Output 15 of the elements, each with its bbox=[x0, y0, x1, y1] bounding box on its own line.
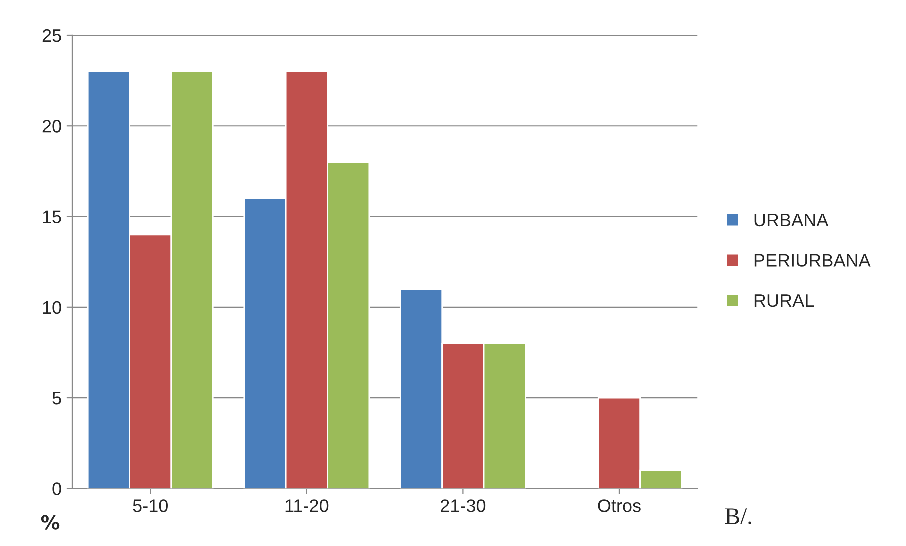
legend-label: URBANA bbox=[754, 214, 829, 227]
text: % bbox=[41, 515, 60, 530]
y-tick-label: 5 bbox=[52, 392, 62, 405]
y-tick-label: 15 bbox=[43, 210, 62, 224]
y-tick-label: 0 bbox=[52, 482, 62, 496]
y-tick-label: 10 bbox=[43, 301, 62, 314]
x-tick-label: Otros bbox=[598, 500, 641, 512]
x-tick-label: 11-20 bbox=[286, 500, 329, 512]
x-tick-label: 21-30 bbox=[441, 500, 486, 512]
y-tick-label: 20 bbox=[42, 120, 62, 133]
legend-label: PERIURBANA bbox=[754, 254, 871, 267]
legend-label: RURAL bbox=[754, 294, 814, 308]
text: B/. bbox=[725, 508, 752, 524]
y-tick-label: 25 bbox=[42, 29, 62, 42]
x-tick-label: 5-10 bbox=[133, 500, 168, 512]
